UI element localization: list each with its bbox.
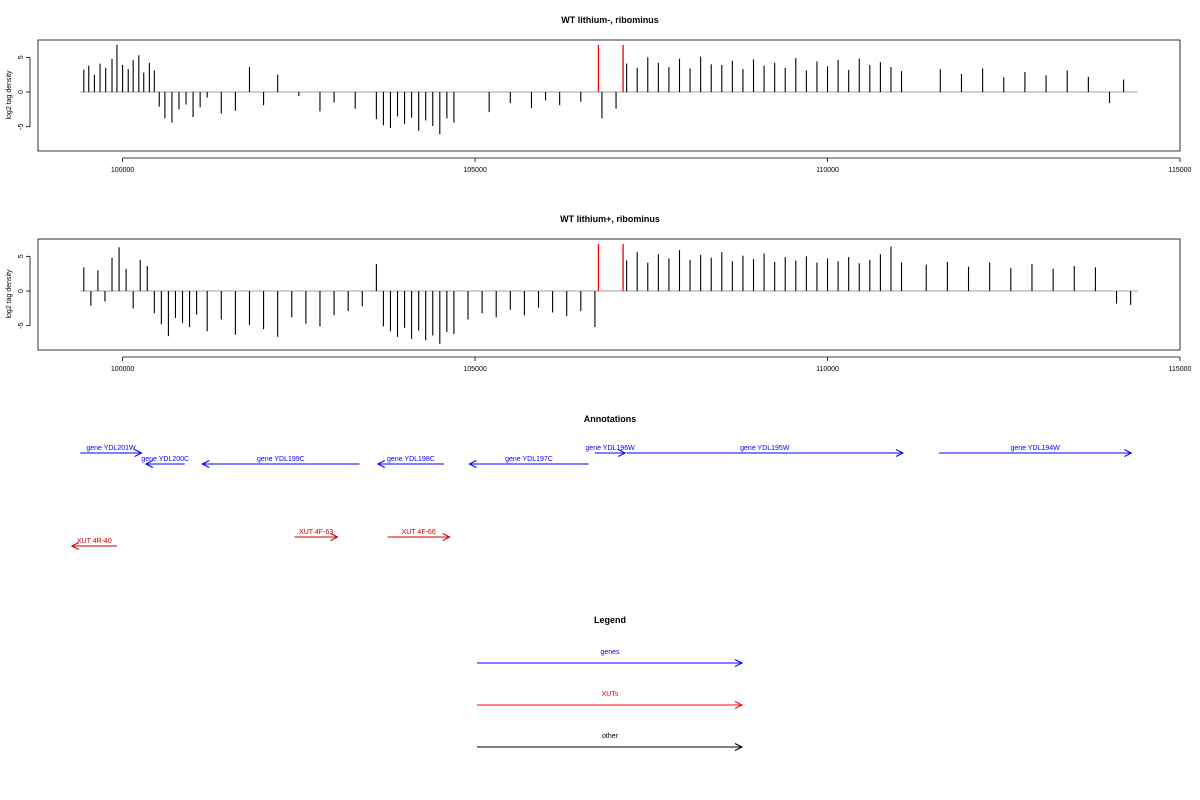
panel-title: WT lithium-, ribominus <box>561 15 659 25</box>
y-tick-label: 0 <box>18 90 25 94</box>
gene-arrow: gene YDL194W <box>938 445 1133 457</box>
annotation-features: gene YDL201W gene YDL200C gene YDL199C gene… <box>70 445 1133 550</box>
x-tick-label: 105000 <box>463 167 486 174</box>
legend-item-label: other <box>602 733 619 740</box>
y-tick-label: -5 <box>18 323 25 329</box>
y-axis-label: log2 tag density <box>6 70 13 120</box>
legend: Legend genes XUTs other <box>477 615 744 751</box>
y-axis: -5 0 5 <box>18 55 31 130</box>
y-tick-label: 5 <box>18 254 25 258</box>
panel-title: WT lithium+, ribominus <box>560 214 660 224</box>
x-tick-label: 110000 <box>816 167 839 174</box>
plot-frame <box>37 238 1181 351</box>
gene-label: gene YDL198C <box>387 456 435 463</box>
gene-arrow: gene YDL196W <box>585 445 635 457</box>
y-tick-label: 0 <box>18 289 25 293</box>
xut-arrow: XUT 4R-40 <box>70 538 117 550</box>
x-tick-label: 115000 <box>1169 167 1192 174</box>
legend-item-label: XUTs <box>602 691 619 698</box>
annotations-title: Annotations <box>584 414 637 424</box>
track-panel-lithium-minus: WT lithium-, ribominus log2 tag density … <box>6 15 1192 174</box>
x-axis: 100000 105000 110000 115000 <box>111 356 1192 373</box>
xut-arrow: XUT 4F-63 <box>294 529 339 541</box>
gene-arrow: gene YDL201W <box>80 445 143 457</box>
legend-title: Legend <box>594 615 626 625</box>
gene-label: gene YDL197C <box>505 456 553 463</box>
x-tick-label: 105000 <box>463 366 486 373</box>
gene-arrow: gene YDL197C <box>468 456 589 468</box>
xut-label: XUT 4R-40 <box>77 538 112 545</box>
gene-label: gene YDL199C <box>257 456 305 463</box>
bar-series <box>80 243 1138 344</box>
y-tick-label: -5 <box>18 124 25 130</box>
gene-arrow: gene YDL198C <box>376 456 445 468</box>
xut-arrow: XUT 4F-66 <box>387 529 451 541</box>
x-tick-label: 100000 <box>111 366 134 373</box>
gene-label: gene YDL196W <box>585 445 635 452</box>
x-axis: 100000 105000 110000 115000 <box>111 157 1192 174</box>
gene-arrow: gene YDL200C <box>141 456 189 468</box>
y-tick-label: 5 <box>18 55 25 59</box>
xut-label: XUT 4F-63 <box>299 529 333 536</box>
legend-item: XUTs <box>477 691 744 709</box>
gene-arrow: gene YDL195W <box>626 445 905 457</box>
gene-arrow: gene YDL199C <box>201 456 360 468</box>
plot-frame <box>37 39 1181 152</box>
gene-label: gene YDL200C <box>141 456 189 463</box>
y-axis-label: log2 tag density <box>6 269 13 319</box>
gene-label: gene YDL195W <box>740 445 790 452</box>
gene-label: gene YDL194W <box>1010 445 1060 452</box>
x-tick-label: 115000 <box>1169 366 1192 373</box>
x-tick-label: 100000 <box>111 167 134 174</box>
legend-item: genes <box>477 649 744 667</box>
bar-series <box>80 44 1138 135</box>
legend-item-label: genes <box>600 649 620 656</box>
track-panel-lithium-plus: WT lithium+, ribominus log2 tag density … <box>6 214 1192 373</box>
gene-label: gene YDL201W <box>86 445 136 452</box>
y-axis: -5 0 5 <box>18 254 31 329</box>
x-tick-label: 110000 <box>816 366 839 373</box>
legend-items: genes XUTs other <box>477 649 744 751</box>
legend-item: other <box>477 733 744 751</box>
xut-label: XUT 4F-66 <box>402 529 436 536</box>
